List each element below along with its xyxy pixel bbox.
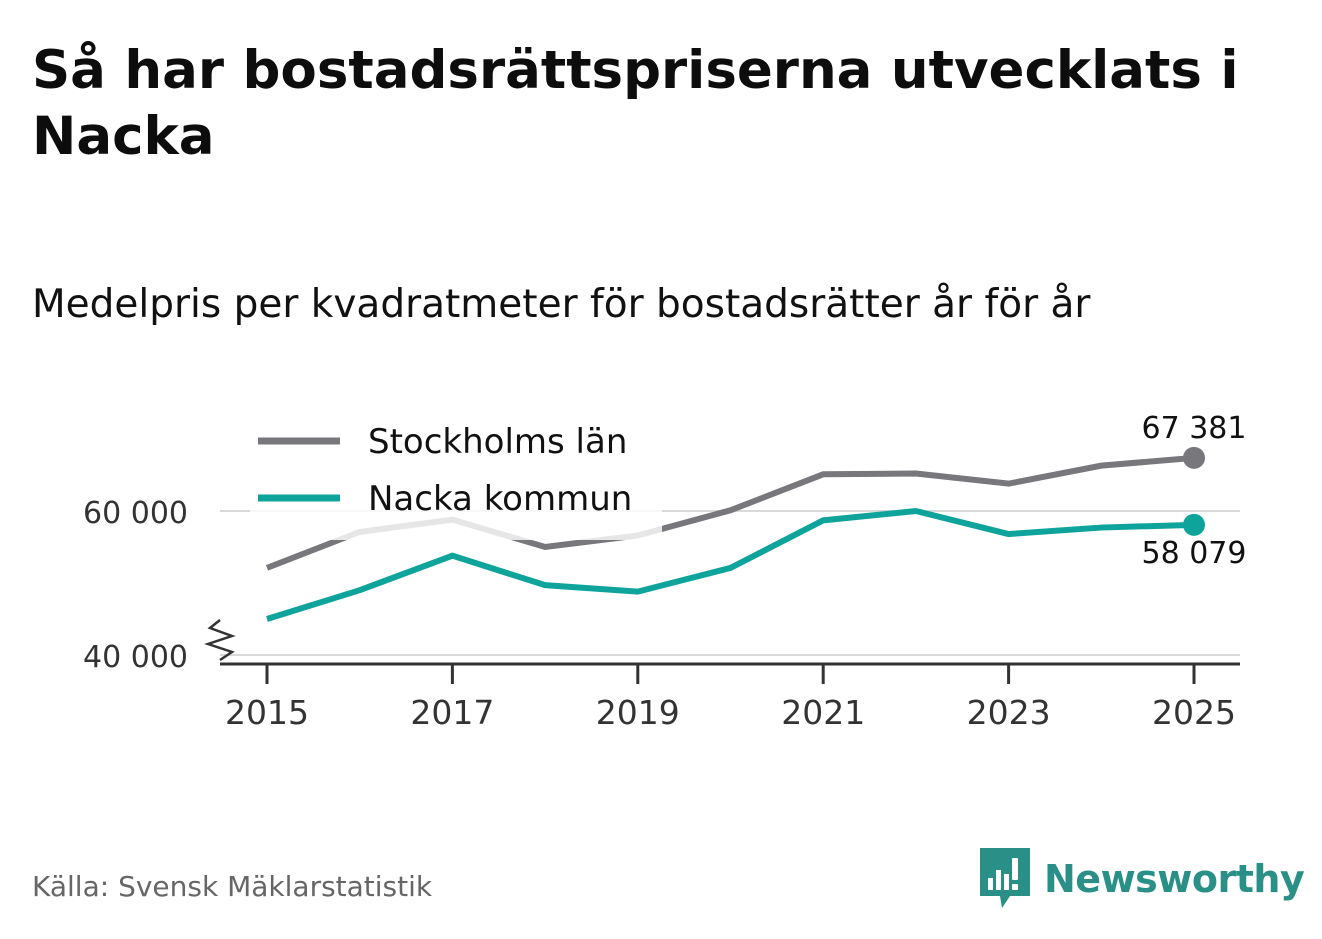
end-label-stockholm: 67 381 [1142, 411, 1247, 446]
y-tick-label: 60 000 [83, 496, 188, 531]
end-labels: 67 381 58 079 [1142, 411, 1247, 571]
x-tick-label: 2023 [967, 693, 1051, 732]
series-line-nacka [266, 507, 1195, 622]
source-note: Källa: Svensk Mäklarstatistik [32, 870, 433, 903]
end-marker-nacka [1183, 513, 1205, 536]
chart-title: Så har bostadsrättspriserna utvecklats i… [32, 40, 1239, 167]
legend-label-stockholm: Stockholms län [368, 422, 627, 462]
x-tick-label: 2019 [596, 693, 680, 732]
brand-logo: Newsworthy [980, 848, 1305, 910]
x-tick-label: 2017 [410, 693, 494, 732]
end-label-nacka: 58 079 [1142, 536, 1247, 571]
axis-break-marker [204, 619, 236, 662]
brand-name: Newsworthy [1044, 857, 1305, 901]
newsworthy-logo-icon [980, 848, 1030, 908]
x-tick-label: 2025 [1152, 693, 1236, 732]
x-tick-label: 2021 [781, 693, 865, 732]
y-axis-labels: 40 000 60 000 [83, 496, 188, 675]
legend: Stockholms län Nacka kommun [250, 418, 662, 540]
chart-subtitle: Medelpris per kvadratmeter för bostadsrä… [32, 282, 1091, 327]
x-axis: 2015 2017 2019 2021 2023 2025 [220, 662, 1240, 732]
x-tick-label: 2015 [225, 693, 309, 732]
y-tick-label: 40 000 [83, 640, 188, 675]
legend-label-nacka: Nacka kommun [368, 479, 632, 519]
end-marker-stockholm [1183, 446, 1205, 469]
